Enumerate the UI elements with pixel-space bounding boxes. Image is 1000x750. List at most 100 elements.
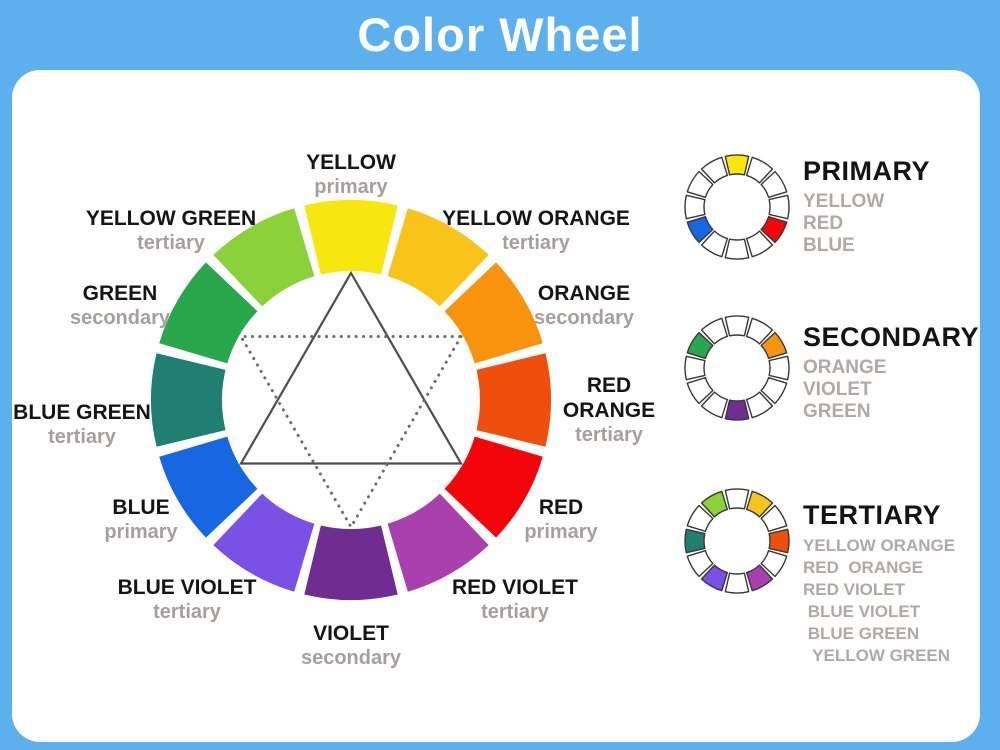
legend-wheel-tertiary-segment-red-violet bbox=[745, 564, 774, 592]
wheel-segment-orange bbox=[444, 262, 543, 364]
page-title: Color Wheel bbox=[357, 8, 643, 61]
wheel-label-name: YELLOW bbox=[306, 151, 396, 174]
legend-wheel-secondary-segment-yellow-green bbox=[700, 317, 729, 345]
legend-item: YELLOW bbox=[803, 191, 885, 212]
wheel-label-name: RED bbox=[538, 496, 584, 519]
wheel-label-category: secondary bbox=[300, 647, 402, 669]
legend-heading-tertiary: TERTIARY bbox=[803, 500, 941, 530]
legend-wheel-secondary-segment-blue bbox=[686, 376, 714, 405]
wheel-label-name: BLUE VIOLET bbox=[117, 576, 257, 599]
legend-wheel-primary-segment-red-orange bbox=[768, 194, 790, 220]
legend-section-secondary: SECONDARY ORANGE VIOLET GREEN bbox=[803, 322, 979, 423]
wheel-label-yellow: YELLOW primary bbox=[306, 150, 396, 200]
wheel-label-category: primary bbox=[104, 521, 178, 543]
legend-wheel-tertiary-segment-blue-green bbox=[684, 528, 706, 554]
content-panel: YELLOW primary YELLOW ORANGE tertiary ORANGE… bbox=[12, 70, 980, 742]
wheel-segment-red-violet bbox=[387, 493, 489, 592]
wheel-label-category: primary bbox=[524, 521, 598, 543]
wheel-label-blue: BLUE primary bbox=[104, 495, 177, 545]
legend-item: YELLOW GREEN bbox=[803, 646, 951, 665]
wheel-label-category: tertiary bbox=[48, 426, 116, 448]
legend-wheel-secondary-segment-red bbox=[760, 376, 788, 405]
legend-wheel-secondary-segment-red-violet bbox=[745, 391, 774, 419]
legend-wheel-secondary-segment-blue-violet bbox=[700, 391, 729, 419]
wheel-label-name: VIOLET bbox=[313, 622, 389, 645]
legend-wheel-tertiary bbox=[684, 488, 790, 594]
wheel-label-red: RED primary bbox=[524, 495, 597, 545]
wheel-label-name: BLUE GREEN bbox=[13, 401, 151, 424]
wheel-label-name: ORANGE bbox=[562, 399, 656, 422]
wheel-label-orange: ORANGE secondary bbox=[534, 281, 634, 331]
legend-wheel-tertiary-segment-red-orange bbox=[768, 528, 790, 554]
primary-triangle-solid bbox=[239, 270, 463, 465]
legend-item: ORANGE bbox=[803, 357, 887, 378]
wheel-label-category: tertiary bbox=[153, 601, 221, 623]
wheel-segment-yellow bbox=[304, 200, 398, 275]
legend-item: RED VIOLET bbox=[803, 580, 906, 599]
legend-wheel-primary-segment-yellow-orange bbox=[745, 156, 774, 184]
legend-wheel-primary-segment-blue-violet bbox=[700, 230, 729, 258]
wheel-label-category: tertiary bbox=[502, 232, 570, 254]
legend-wheel-primary-segment-yellow bbox=[724, 154, 750, 176]
wheel-segment-green bbox=[159, 262, 258, 364]
wheel-label-blue-green: BLUE GREEN tertiary bbox=[13, 400, 151, 450]
legend-wheel-primary-segment-yellow-green bbox=[700, 156, 729, 184]
wheel-segment-blue-green bbox=[151, 353, 226, 447]
legend-wheel-primary-segment-violet bbox=[724, 238, 750, 260]
wheel-label-yellow-green: YELLOW GREEN tertiary bbox=[86, 206, 256, 256]
legend-wheel-tertiary-segment-violet bbox=[724, 572, 750, 594]
legend-wheel-secondary-segment-yellow-orange bbox=[745, 317, 774, 345]
legend-item: BLUE GREEN bbox=[803, 624, 920, 643]
legend-wheel-secondary-segment-green bbox=[686, 331, 714, 360]
legend-wheel-primary-segment-red bbox=[760, 215, 788, 244]
wheel-label-yellow-orange: YELLOW ORANGE tertiary bbox=[442, 206, 630, 256]
legend-item: YELLOW ORANGE bbox=[803, 536, 956, 555]
legend-wheel-secondary-segment-yellow bbox=[724, 315, 750, 337]
legend-wheel-primary-segment-red-violet bbox=[745, 230, 774, 258]
wheel-label-category: tertiary bbox=[481, 601, 549, 623]
legend-wheel-secondary-segment-blue-green bbox=[684, 355, 706, 381]
wheel-segment-violet bbox=[304, 525, 398, 600]
legend-wheel-tertiary-segment-yellow bbox=[724, 488, 750, 510]
legend-heading-secondary: SECONDARY bbox=[803, 322, 980, 352]
wheel-segment-yellow-orange bbox=[387, 208, 489, 307]
wheel-label-name: YELLOW ORANGE bbox=[442, 207, 630, 230]
legend-wheel-primary-segment-blue bbox=[686, 215, 714, 244]
legend-wheel-primary-segment-blue-green bbox=[684, 194, 706, 220]
legend-section-tertiary: TERTIARY YELLOW ORANGE RED ORANGE RED VIOLE… bbox=[803, 500, 955, 667]
wheel-segment-yellow-green bbox=[213, 208, 315, 307]
legend-section-primary: PRIMARY YELLOW RED BLUE bbox=[803, 156, 930, 257]
legend-item: BLUE bbox=[803, 235, 855, 256]
legend-wheel-primary-segment-green bbox=[686, 170, 714, 199]
wheel-label-category: secondary bbox=[69, 307, 171, 329]
legend-wheel-tertiary-segment-blue bbox=[686, 549, 714, 578]
legend-wheel-tertiary-segment-green bbox=[686, 504, 714, 533]
wheel-label-name: ORANGE bbox=[537, 282, 631, 305]
legend-wheel-secondary bbox=[684, 315, 790, 421]
wheel-segment-blue-violet bbox=[213, 493, 315, 592]
wheel-label-red-violet: RED VIOLET tertiary bbox=[452, 575, 578, 625]
wheel-segment-red bbox=[444, 436, 543, 538]
wheel-segment-red-orange bbox=[476, 353, 551, 447]
wheel-label-category: secondary bbox=[533, 307, 635, 329]
legend-wheel-secondary-segment-orange bbox=[760, 331, 788, 360]
legend-wheel-secondary-segment-red-orange bbox=[768, 355, 790, 381]
legend-wheel-secondary-segment-violet bbox=[724, 399, 750, 421]
legend-item: RED ORANGE bbox=[803, 558, 923, 577]
wheel-label-name: RED VIOLET bbox=[451, 576, 579, 599]
legend-item: RED bbox=[803, 213, 844, 234]
legend-wheel-tertiary-segment-orange bbox=[760, 504, 788, 533]
wheel-label-name: GREEN bbox=[82, 282, 158, 305]
legend-wheel-tertiary-segment-red bbox=[760, 549, 788, 578]
secondary-triangle-dotted bbox=[238, 335, 464, 530]
wheel-label-red-orange: RED ORANGE tertiary bbox=[563, 373, 655, 448]
wheel-label-category: tertiary bbox=[137, 232, 205, 254]
wheel-label-name: BLUE bbox=[112, 496, 170, 519]
wheel-label-category: primary bbox=[314, 176, 388, 198]
legend-item: VIOLET bbox=[803, 379, 872, 400]
legend-wheel-primary-segment-orange bbox=[760, 170, 788, 199]
legend-wheel-primary bbox=[684, 154, 790, 260]
legend-heading-primary: PRIMARY bbox=[803, 156, 931, 186]
wheel-label-category: tertiary bbox=[575, 424, 643, 446]
